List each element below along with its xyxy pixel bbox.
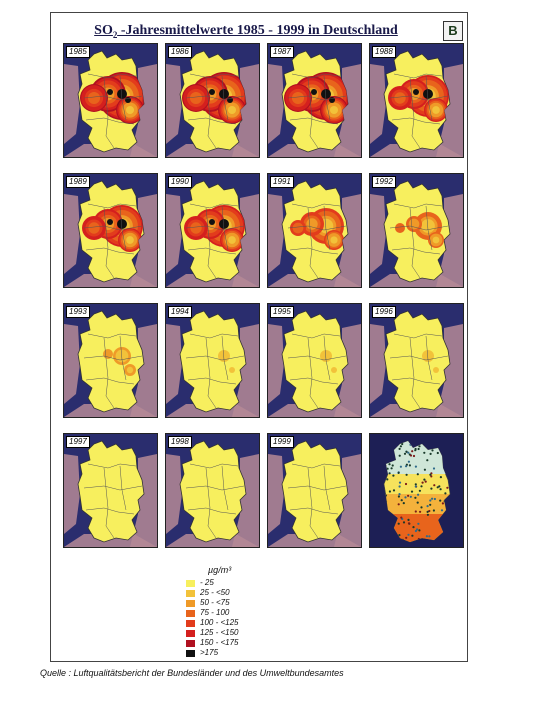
map-year-label: 1995 (270, 306, 294, 318)
map-year-label: 1996 (372, 306, 396, 318)
legend-label: 75 - 100 (200, 608, 230, 617)
map-panel-1989: 1989 (63, 173, 158, 288)
publisher-logo: B (443, 21, 463, 41)
map-panel-1998: 1998 (165, 433, 260, 548)
map-panel-1992: 1992 (369, 173, 464, 288)
map-panel-1997: 1997 (63, 433, 158, 548)
map-year-label: 1998 (168, 436, 192, 448)
legend-item: 50 - <75 (186, 598, 306, 608)
legend-swatch (186, 610, 195, 617)
legend-label: - 25 (200, 578, 214, 587)
legend-swatch (186, 620, 195, 627)
map-year-label: 1991 (270, 176, 294, 188)
legend-swatch (186, 640, 195, 647)
source-note: Quelle : Luftqualitätsbericht der Bundes… (40, 668, 344, 678)
legend-item: 125 - <150 (186, 628, 306, 638)
map-year-label: 1987 (270, 46, 294, 58)
legend-swatch (186, 630, 195, 637)
map-panel-1996: 1996 (369, 303, 464, 418)
legend-item: 25 - <50 (186, 588, 306, 598)
legend-unit: µg/m³ (208, 565, 232, 575)
legend-swatch (186, 580, 195, 587)
legend-label: 50 - <75 (200, 598, 230, 607)
legend-item: 100 - <125 (186, 618, 306, 628)
figure-title: SO2 -Jahresmittelwerte 1985 - 1999 in De… (94, 23, 398, 40)
legend-item: >175 (186, 648, 306, 658)
legend-item: - 25 (186, 578, 306, 588)
legend-label: 100 - <125 (200, 618, 239, 627)
map-panel-1993: 1993 (63, 303, 158, 418)
map-panel-1986: 1986 (165, 43, 260, 158)
map-panel-1987: 1987 (267, 43, 362, 158)
legend-item: 150 - <175 (186, 638, 306, 648)
legend-label: 25 - <50 (200, 588, 230, 597)
map-year-label: 1986 (168, 46, 192, 58)
legend-label: >175 (200, 648, 219, 657)
map-year-label: 1997 (66, 436, 90, 448)
legend-label: 125 - <150 (200, 628, 239, 637)
map-year-label: 1993 (66, 306, 90, 318)
figure-frame: SO2 -Jahresmittelwerte 1985 - 1999 in De… (50, 12, 468, 662)
legend-label: 150 - <175 (200, 638, 239, 647)
legend-swatch (186, 650, 195, 657)
legend-item: 75 - 100 (186, 608, 306, 618)
map-panel-1991: 1991 (267, 173, 362, 288)
map-year-label: 1989 (66, 176, 90, 188)
map-year-label: 1988 (372, 46, 396, 58)
map-panel-1999: 1999 (267, 433, 362, 548)
map-panel-1990: 1990 (165, 173, 260, 288)
map-year-label: 1990 (168, 176, 192, 188)
map-year-label: 1999 (270, 436, 294, 448)
legend-swatch (186, 600, 195, 607)
station-map-panel (369, 433, 464, 548)
map-panel-1985: 1985 (63, 43, 158, 158)
map-year-label: 1985 (66, 46, 90, 58)
map-year-label: 1994 (168, 306, 192, 318)
map-panel-1994: 1994 (165, 303, 260, 418)
legend-swatch (186, 590, 195, 597)
map-year-label: 1992 (372, 176, 396, 188)
map-panel-1995: 1995 (267, 303, 362, 418)
legend: µg/m³ - 25 25 - <50 50 - <75 75 - 100 100 - … (186, 565, 306, 665)
map-panel-1988: 1988 (369, 43, 464, 158)
